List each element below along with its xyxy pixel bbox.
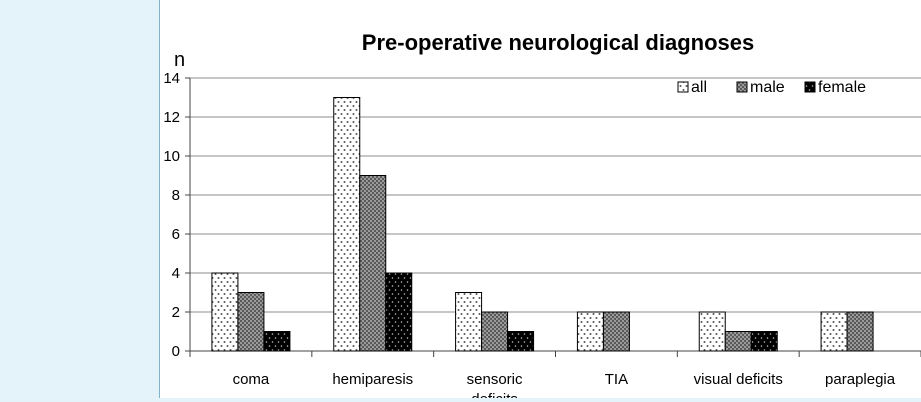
bar-male xyxy=(359,175,387,352)
bar-all xyxy=(333,97,361,352)
y-axis-ticks: 0 2 4 6 8 10 12 14 xyxy=(163,70,180,360)
y-tick-label: 12 xyxy=(163,109,180,126)
legend: all male female xyxy=(677,79,866,96)
x-category-label: paraplegia xyxy=(825,371,896,388)
bar-male xyxy=(846,311,874,352)
x-axis-categories: coma hemiparesis sensoric deficits TIA visual… xyxy=(233,371,896,402)
x-category-label: hemiparesis xyxy=(332,371,413,388)
legend-swatch-male xyxy=(736,81,748,93)
legend-swatch-female xyxy=(804,81,816,93)
y-tick-label: 4 xyxy=(172,265,180,282)
y-tick-label: 8 xyxy=(172,187,180,204)
y-tick-label: 2 xyxy=(172,304,180,321)
y-tick-label: 0 xyxy=(172,343,180,360)
bar-female xyxy=(263,331,291,352)
bar-female xyxy=(385,272,413,352)
bar-all xyxy=(576,311,604,352)
x-category-label: TIA xyxy=(605,371,628,388)
x-category-label: coma xyxy=(233,371,270,388)
y-tick-label: 10 xyxy=(163,148,180,165)
left-sidebar-panel xyxy=(0,0,160,402)
legend-label-all: all xyxy=(691,79,707,96)
bar-male xyxy=(724,331,752,352)
bar-chart: 0 2 4 6 8 10 12 14 coma hemiparesis sensoric defic… xyxy=(163,30,921,402)
y-axis-label: n xyxy=(174,49,185,71)
legend-label-female: female xyxy=(818,79,866,96)
chart-title: Pre-operative neurological diagnoses xyxy=(362,30,754,55)
bar-male xyxy=(237,292,265,352)
chart-frame: 0 2 4 6 8 10 12 14 coma hemiparesis sensoric defic… xyxy=(160,0,921,402)
bar-female xyxy=(750,331,778,352)
bars xyxy=(211,97,874,352)
y-tick-label: 14 xyxy=(163,70,180,87)
legend-swatch-all xyxy=(677,81,689,93)
grid-lines xyxy=(185,77,921,357)
bar-all xyxy=(820,311,848,352)
y-tick-label: 6 xyxy=(172,226,180,243)
x-category-label: sensoric deficits xyxy=(467,371,523,402)
bottom-strip xyxy=(0,398,921,402)
x-category-label: visual deficits xyxy=(694,371,783,388)
bar-female xyxy=(507,331,535,352)
bar-all xyxy=(698,311,726,352)
bar-male xyxy=(481,311,509,352)
bar-all xyxy=(455,292,483,352)
legend-label-male: male xyxy=(750,79,785,96)
bar-all xyxy=(211,272,239,352)
bar-male xyxy=(602,311,630,352)
